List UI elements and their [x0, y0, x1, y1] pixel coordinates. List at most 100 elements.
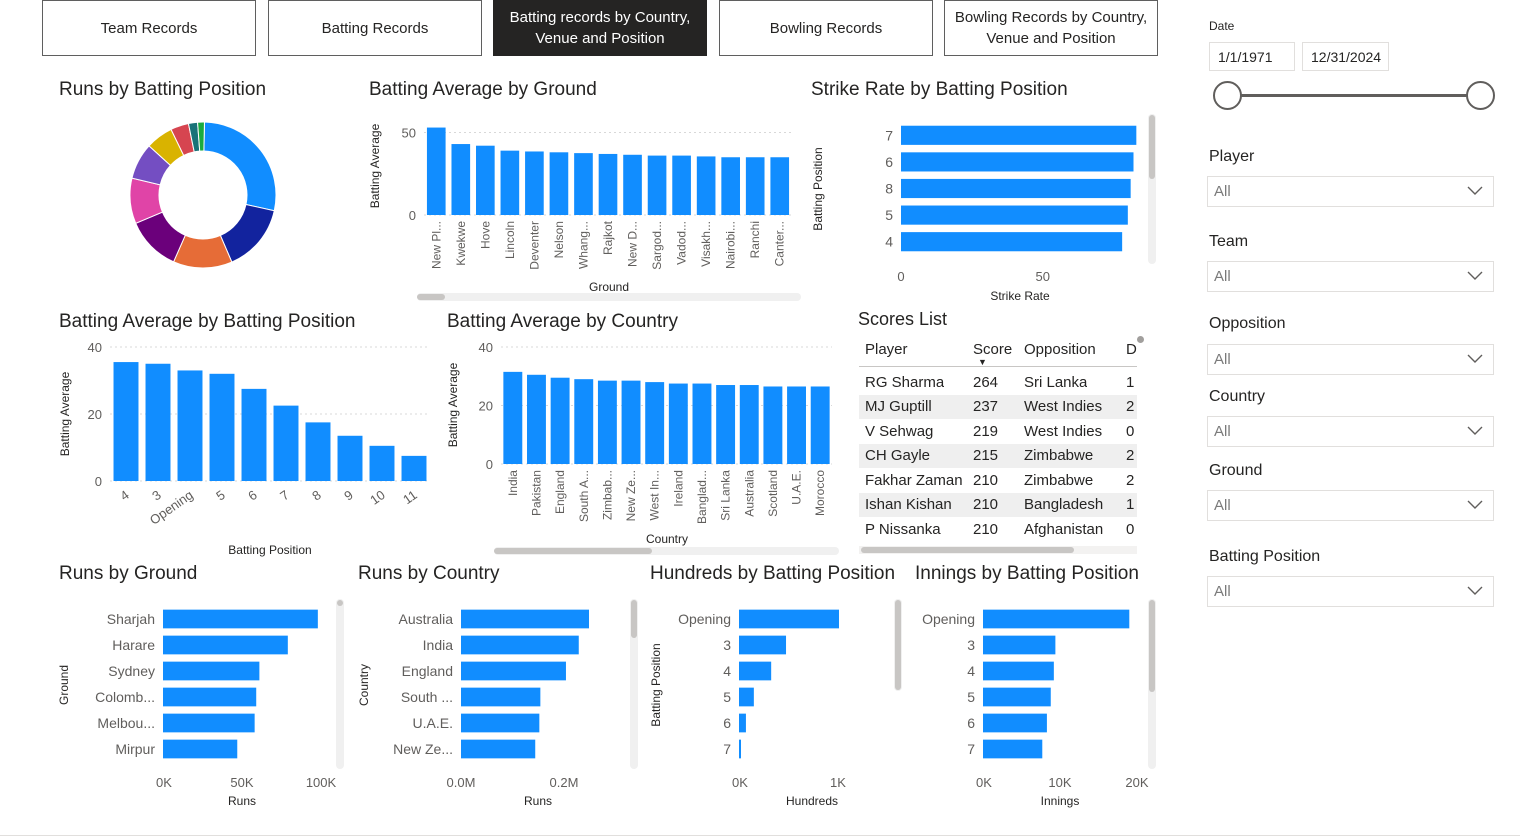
bar[interactable]	[739, 635, 787, 655]
sr-by-position-chart[interactable]: 7 6 8 5 4 0 50 Strike Rate Batting Position	[805, 110, 1165, 310]
bar[interactable]	[549, 152, 569, 215]
bar[interactable]	[273, 405, 299, 481]
bar[interactable]	[305, 422, 331, 481]
avg-by-ground-chart[interactable]: 0 50 New Pl... Kwekwe Hove Lincoln Deventer Nel…	[360, 110, 810, 310]
bar[interactable]	[145, 363, 171, 481]
bar[interactable]	[623, 154, 642, 215]
bar[interactable]	[574, 153, 593, 215]
bar[interactable]	[739, 739, 741, 759]
bar[interactable]	[525, 151, 544, 215]
bar[interactable]	[426, 127, 446, 215]
chart-scrollbar-thumb[interactable]	[1149, 115, 1155, 179]
chart-scrollbar-thumb[interactable]	[895, 600, 901, 690]
donut-slice[interactable]	[203, 121, 277, 212]
bar[interactable]	[241, 388, 267, 481]
table-row[interactable]: P Nissanka 210 Afghanistan 0	[859, 517, 1137, 541]
bar[interactable]	[745, 157, 765, 215]
header-opposition[interactable]: Opposition	[1024, 341, 1096, 358]
bar[interactable]	[163, 609, 318, 629]
table-row[interactable]: Fakhar Zaman 210 Zimbabwe 2	[859, 468, 1137, 492]
avg-by-country-chart[interactable]: 0 20 40 India Pakistan England South A... Zimba…	[440, 335, 845, 560]
bar[interactable]	[692, 383, 712, 464]
bar[interactable]	[983, 713, 1047, 733]
bar[interactable]	[696, 156, 716, 215]
chart-scrollbar-track[interactable]	[630, 599, 638, 769]
bar[interactable]	[163, 739, 238, 759]
bar[interactable]	[163, 661, 260, 681]
bar[interactable]	[647, 155, 667, 215]
table-row[interactable]: MJ Guptill 237 West Indies 2	[859, 394, 1137, 419]
slicer-dropdown-player[interactable]: All	[1207, 176, 1494, 207]
chart-scrollbar-thumb[interactable]	[417, 294, 445, 300]
runs-by-ground-chart[interactable]: Sharjah Harare Sydney Colomb... Melbou... Mir…	[50, 595, 355, 815]
bar[interactable]	[163, 635, 288, 655]
bar[interactable]	[461, 661, 566, 681]
date-slider-track[interactable]	[1227, 94, 1480, 97]
bar[interactable]	[461, 713, 540, 733]
bar[interactable]	[113, 362, 139, 481]
chart-scrollbar-thumb[interactable]	[1149, 600, 1155, 692]
header-player[interactable]: Player	[865, 341, 908, 358]
bar[interactable]	[739, 713, 746, 733]
bar[interactable]	[177, 370, 203, 481]
bar[interactable]	[503, 371, 523, 464]
bar[interactable]	[739, 385, 759, 464]
bar[interactable]	[983, 609, 1130, 629]
bar[interactable]	[901, 178, 1131, 199]
table-horizontal-scrollbar[interactable]	[859, 546, 1137, 554]
slicer-dropdown-country[interactable]: All	[1207, 416, 1494, 447]
bar[interactable]	[787, 386, 806, 464]
nav-bowling-records-button[interactable]: Bowling Records	[719, 0, 933, 56]
bar[interactable]	[451, 144, 471, 215]
bar[interactable]	[621, 380, 641, 464]
chart-scrollbar-thumb[interactable]	[337, 600, 343, 606]
nav-batting-records-button[interactable]: Batting Records	[268, 0, 482, 56]
hundreds-by-position-chart[interactable]: Opening 3 4 5 6 7 0K 1K Hundreds Batting Position	[640, 595, 910, 815]
bar[interactable]	[598, 153, 618, 215]
slicer-dropdown-team[interactable]: All	[1207, 261, 1494, 292]
innings-by-position-chart[interactable]: Opening 3 4 5 6 7 0K 10K 20K Innings	[905, 595, 1165, 815]
bar[interactable]	[739, 687, 754, 707]
bar[interactable]	[500, 150, 520, 215]
bar[interactable]	[716, 385, 736, 464]
bar[interactable]	[209, 373, 235, 481]
scrollbar-thumb[interactable]	[861, 547, 1074, 553]
header-date[interactable]: D	[1126, 341, 1137, 358]
bar[interactable]	[672, 155, 691, 215]
bar[interactable]	[163, 713, 255, 733]
bar[interactable]	[527, 374, 546, 464]
bar[interactable]	[770, 157, 790, 215]
chart-scrollbar-track[interactable]	[417, 293, 801, 301]
bar[interactable]	[983, 739, 1043, 759]
donut-slice[interactable]	[197, 121, 205, 152]
bar[interactable]	[461, 687, 541, 707]
bar[interactable]	[461, 635, 579, 655]
bar[interactable]	[461, 739, 536, 759]
chart-scrollbar-thumb[interactable]	[631, 600, 637, 638]
date-slider-start-handle[interactable]	[1213, 81, 1242, 110]
bar[interactable]	[901, 205, 1128, 225]
header-score[interactable]: Score	[973, 341, 1013, 358]
bar[interactable]	[476, 145, 495, 215]
bar[interactable]	[901, 125, 1137, 145]
bar[interactable]	[721, 157, 740, 215]
table-row[interactable]: CH Gayle 215 Zimbabwe 2	[859, 443, 1137, 468]
bar[interactable]	[597, 380, 617, 464]
date-end-input[interactable]: 12/31/2024	[1302, 42, 1389, 71]
nav-bowling-by-country-button[interactable]: Bowling Records by Country, Venue and Po…	[944, 0, 1158, 56]
date-start-input[interactable]: 1/1/1971	[1209, 42, 1295, 71]
bar[interactable]	[645, 382, 665, 464]
bar[interactable]	[337, 435, 363, 481]
runs-by-country-chart[interactable]: Australia India England South ... U.A.E. New …	[350, 595, 645, 815]
chart-scrollbar-thumb[interactable]	[494, 548, 652, 554]
table-vertical-scroll-dot[interactable]	[1137, 336, 1144, 343]
bar[interactable]	[668, 383, 688, 464]
runs-by-position-donut[interactable]	[120, 112, 290, 282]
table-row[interactable]: RG Sharma 264 Sri Lanka 1	[859, 370, 1137, 394]
table-row[interactable]: V Sehwag 219 West Indies 0	[859, 419, 1137, 443]
bar[interactable]	[163, 687, 257, 707]
date-slider-end-handle[interactable]	[1466, 81, 1495, 110]
chart-scrollbar-track[interactable]	[336, 599, 344, 769]
nav-batting-by-country-button[interactable]: Batting records by Country, Venue and Po…	[493, 0, 707, 56]
bar[interactable]	[369, 445, 395, 481]
